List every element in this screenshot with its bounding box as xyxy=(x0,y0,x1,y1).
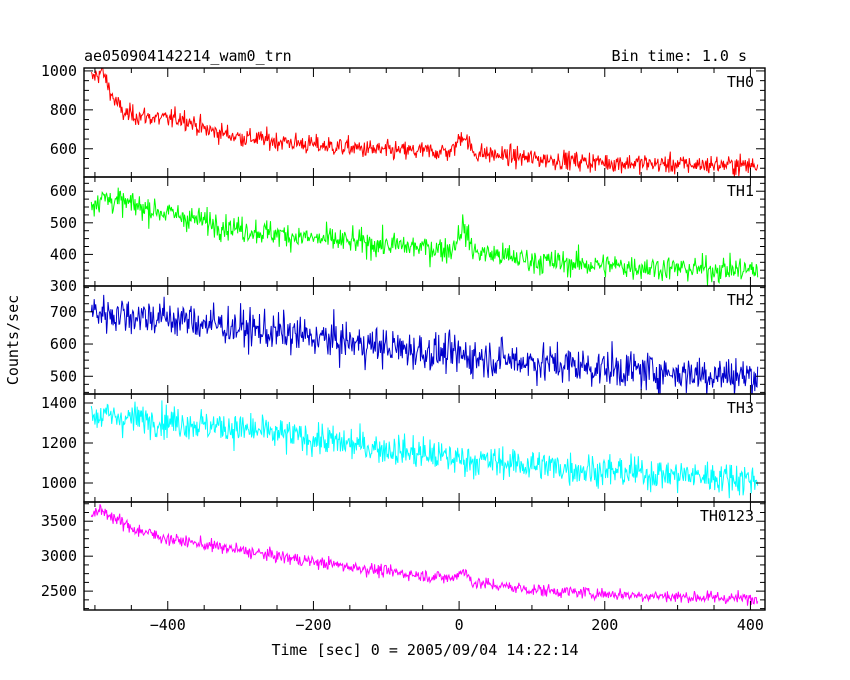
x-tick-label: 0 xyxy=(455,616,464,634)
series-line-th3 xyxy=(90,400,759,499)
y-tick-label: 600 xyxy=(50,335,77,353)
series-line-th2 xyxy=(90,294,759,394)
panel-th0123: 2500 3000 3500 TH0123 xyxy=(41,501,766,611)
panel-label: TH0 xyxy=(727,73,754,91)
y-tick-label: 3000 xyxy=(41,547,77,565)
panel-label: TH3 xyxy=(727,399,754,417)
y-tick-label: 500 xyxy=(50,367,77,385)
y-tick-label: 1000 xyxy=(41,474,77,492)
y-tick-label: 600 xyxy=(50,182,77,200)
series-line-th1 xyxy=(90,187,759,286)
y-tick-label: 1200 xyxy=(41,434,77,452)
x-axis-label: Time [sec] 0 = 2005/09/04 14:22:14 xyxy=(271,641,578,659)
series-line-th0123 xyxy=(90,504,759,606)
y-tick-label: 700 xyxy=(50,303,77,321)
panel-frame xyxy=(83,501,766,611)
y-tick-label: 500 xyxy=(50,214,77,232)
y-tick-label: 1000 xyxy=(41,62,77,80)
panel-label: TH2 xyxy=(727,291,754,309)
x-tick-label: −400 xyxy=(150,616,186,634)
panel-th3: 1000 1200 1400 TH3 xyxy=(41,393,766,503)
chart-title: ae050904142214_wam0_trn xyxy=(84,47,292,65)
x-tick-label: 200 xyxy=(591,616,618,634)
panel-th0: 600 800 1000 TH0 xyxy=(41,62,766,178)
y-tick-label: 300 xyxy=(50,277,77,295)
y-axis-label: Counts/sec xyxy=(4,295,22,385)
panel-th2: 500 600 700 TH2 xyxy=(50,285,766,395)
bin-time-label: Bin time: 1.0 s xyxy=(612,47,747,65)
y-tick-label: 3500 xyxy=(41,512,77,530)
panel-label: TH1 xyxy=(727,182,754,200)
x-tick-label: −200 xyxy=(295,616,331,634)
y-tick-label: 400 xyxy=(50,245,77,263)
x-tick-label: 400 xyxy=(737,616,764,634)
y-tick-label: 800 xyxy=(50,101,77,119)
y-tick-label: 1400 xyxy=(41,394,77,412)
series-line-th0 xyxy=(90,68,759,177)
panel-label: TH0123 xyxy=(700,507,754,525)
panels-group: 600 800 1000 TH0 300 400 500 600 TH1 500 600 700 TH2… xyxy=(41,62,766,634)
y-tick-label: 2500 xyxy=(41,582,77,600)
panel-th1: 300 400 500 600 TH1 xyxy=(50,176,766,295)
y-tick-label: 600 xyxy=(50,140,77,158)
